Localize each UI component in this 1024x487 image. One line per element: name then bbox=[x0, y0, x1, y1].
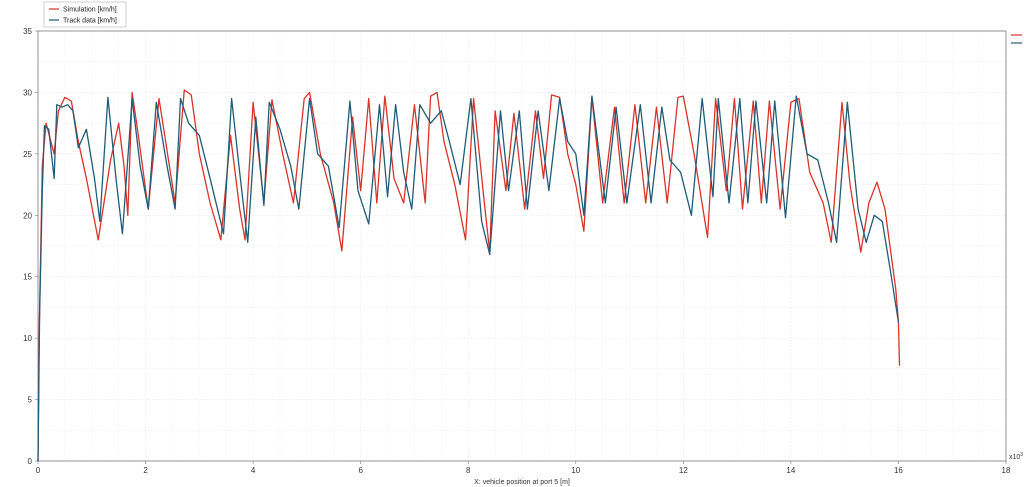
x-tick-label: 14 bbox=[786, 466, 795, 475]
x-tick-label: 0 bbox=[36, 466, 41, 475]
x-tick-label: 8 bbox=[466, 466, 471, 475]
y-tick-label: 30 bbox=[23, 88, 32, 97]
y-tick-label: 25 bbox=[23, 150, 32, 159]
x-tick-label: 18 bbox=[1002, 466, 1011, 475]
legend-label-simulation: Simulation [km/h] bbox=[63, 7, 117, 14]
x-tick-label: 10 bbox=[571, 466, 580, 475]
x-axis-scale-base: x10 bbox=[1009, 454, 1020, 461]
y-tick-label: 10 bbox=[23, 334, 32, 343]
legend-label-track-data: Track data [km/h] bbox=[63, 18, 117, 25]
x-tick-label: 6 bbox=[358, 466, 363, 475]
series-line-simulation bbox=[37, 89, 901, 462]
x-tick-label: 12 bbox=[679, 466, 688, 475]
x-tick-label: 4 bbox=[251, 466, 256, 475]
y-axis-ticks: 0 5 10 15 20 25 30 35 bbox=[23, 27, 38, 466]
x-axis-scale-exponent: 3 bbox=[1020, 452, 1023, 458]
y-tick-label: 20 bbox=[23, 211, 32, 220]
series-line-track-data bbox=[37, 95, 900, 462]
legend-box bbox=[43, 1, 127, 28]
x-tick-label: 2 bbox=[143, 466, 148, 475]
x-tick-label: 16 bbox=[894, 466, 903, 475]
y-tick-label: 5 bbox=[28, 396, 33, 405]
y-tick-label: 35 bbox=[23, 27, 32, 36]
x-axis-scale-label: x103 bbox=[1009, 452, 1023, 461]
y-tick-label: 15 bbox=[23, 273, 32, 282]
y-tick-label: 0 bbox=[28, 457, 33, 466]
x-axis-label: X: vehicle position at port 5 [m] bbox=[474, 479, 570, 486]
plot-area-frame bbox=[37, 30, 1007, 462]
legend: Simulation [km/h] Track data [km/h] bbox=[43, 1, 127, 28]
series-lines bbox=[37, 89, 901, 462]
right-legend-swatches bbox=[1011, 34, 1022, 44]
x-axis-ticks: 0 2 4 6 8 10 12 14 16 18 bbox=[36, 461, 1011, 475]
